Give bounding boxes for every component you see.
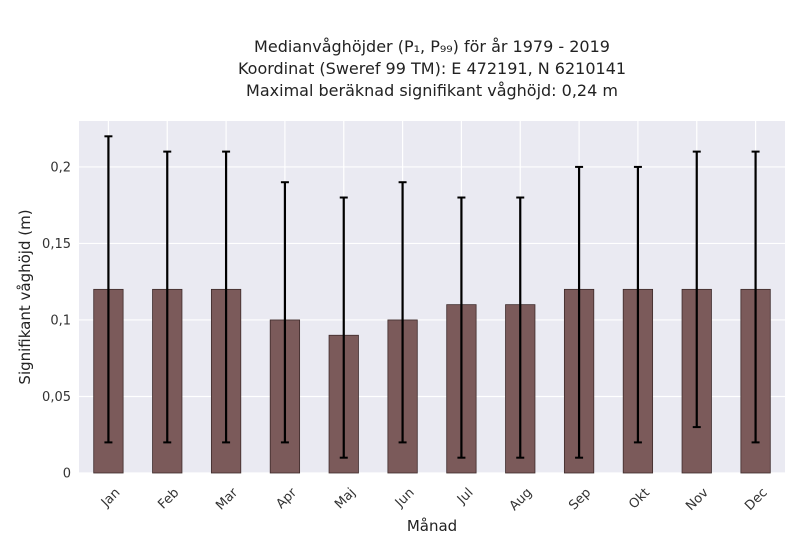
y-axis-label: Signifikant våghöjd (m) (16, 209, 34, 384)
y-tick-label: 0,15 (42, 237, 71, 252)
title-line-2: Koordinat (Sweref 99 TM): E 472191, N 62… (238, 59, 626, 78)
plot-area (79, 121, 785, 473)
error-bar-nov (692, 150, 701, 429)
error-bar-apr (280, 181, 289, 444)
x-tick-label: Jul (454, 485, 476, 507)
error-bar-jan (104, 135, 113, 444)
error-bar-maj (339, 196, 348, 459)
error-bars (104, 135, 760, 459)
y-tick-label: 0 (63, 467, 71, 482)
y-tick-label: 0,1 (50, 313, 71, 328)
error-bar-feb (163, 150, 172, 444)
error-bar-mar (222, 150, 231, 444)
x-tick-label: Mar (213, 485, 241, 513)
error-bar-dec (751, 150, 760, 444)
x-tick-label: Jan (98, 485, 123, 510)
chart-title: Medianvåghöjder (P₁, P₉₉) för år 1979 - … (238, 37, 626, 100)
x-tick-label: Apr (273, 485, 300, 512)
error-bar-jul (457, 196, 466, 459)
x-tick-label: Maj (332, 485, 359, 512)
x-tick-label: Jun (392, 485, 418, 511)
title-line-1: Medianvåghöjder (P₁, P₉₉) för år 1979 - … (254, 37, 610, 56)
x-axis-ticks: Jan Feb Mar Apr Maj Jun Jul Aug Sep Okt Nov Dec (98, 485, 771, 514)
error-bar-sep (575, 165, 584, 459)
error-bar-jun (398, 181, 407, 444)
error-bar-okt (633, 165, 642, 444)
y-tick-label: 0,05 (42, 390, 71, 405)
x-tick-label: Okt (626, 485, 653, 512)
y-axis-ticks: 0 0,05 0,1 0,15 0,2 (42, 160, 71, 481)
title-line-3: Maximal beräknad signifikant våghöjd: 0,… (246, 81, 618, 100)
x-tick-label: Aug (507, 485, 536, 514)
x-axis-label: Månad (407, 517, 457, 535)
x-tick-label: Feb (155, 485, 182, 512)
x-tick-label: Dec (742, 485, 770, 513)
error-bar-aug (516, 196, 525, 459)
x-tick-label: Nov (683, 485, 712, 514)
x-tick-label: Sep (566, 485, 594, 513)
y-tick-label: 0,2 (50, 160, 71, 175)
